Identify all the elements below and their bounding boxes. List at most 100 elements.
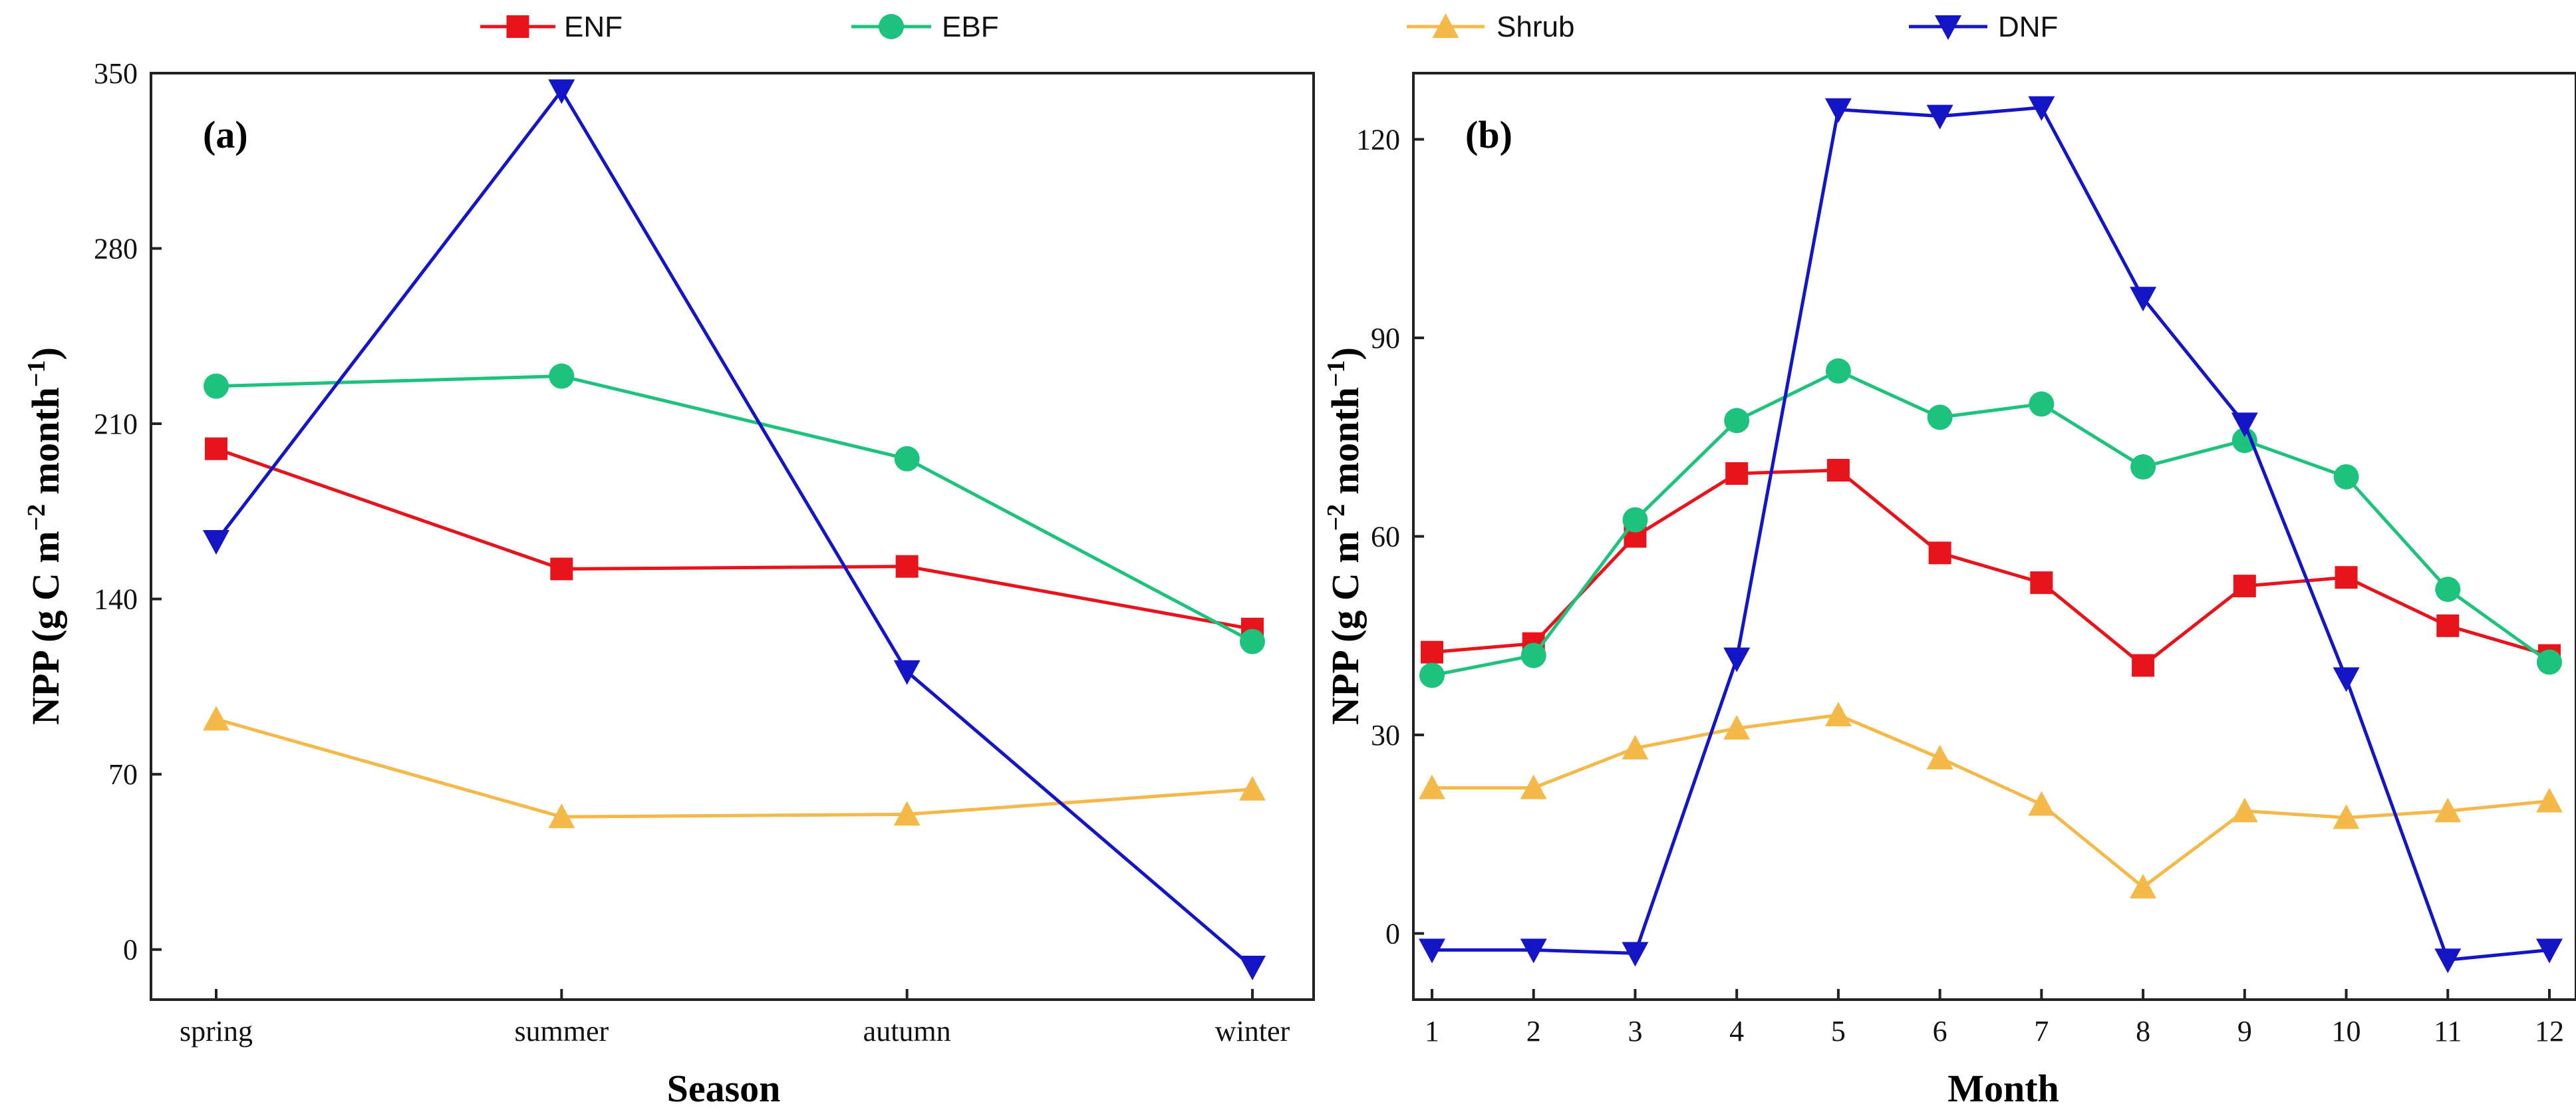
x-tick-label: 1 <box>1425 1015 1439 1048</box>
data-point-shrub <box>2536 787 2563 813</box>
data-point-shrub <box>2130 873 2157 899</box>
data-point-enf <box>205 437 227 460</box>
data-point-ebf <box>2231 428 2257 454</box>
series-shrub <box>1419 702 2563 899</box>
legend-marker-shrub <box>1432 13 1459 38</box>
data-point-ebf <box>1419 662 1445 688</box>
x-tick-label: 4 <box>1729 1015 1744 1048</box>
series-line-shrub <box>215 717 1253 819</box>
x-axis-title-a: Season <box>667 1067 781 1110</box>
data-point-enf <box>2335 566 2358 589</box>
series-layer-a <box>203 79 1266 981</box>
legend-marker-ebf <box>879 14 904 39</box>
series-enf <box>1421 459 2561 677</box>
y-tick-label: 120 <box>1356 124 1400 156</box>
y-tick-label: 210 <box>94 408 138 440</box>
data-point-dnf <box>2028 96 2055 121</box>
legend: ENF EBF Shrub DNF <box>480 11 2058 43</box>
legend-label: Shrub <box>1497 11 1574 43</box>
data-point-dnf <box>1419 938 1445 964</box>
plot-frame-a <box>150 72 1315 1001</box>
data-point-shrub <box>1622 734 1649 760</box>
data-point-shrub <box>1824 702 1852 727</box>
data-point-ebf <box>2435 577 2461 603</box>
x-tick-label: 11 <box>2434 1015 2462 1048</box>
y-tick-label: 60 <box>1371 521 1400 553</box>
axis-ticks-a: 0 70 140 210 280 350 spring summer autumn winter <box>94 57 1290 1048</box>
data-point-shrub <box>2333 804 2360 829</box>
legend-item-ebf: EBF <box>851 11 999 43</box>
series-line-ebf <box>215 374 1254 643</box>
legend-item-shrub: Shrub <box>1407 11 1574 43</box>
data-point-shrub <box>1723 715 1751 740</box>
data-point-ebf <box>1622 507 1648 533</box>
panel-label-b: (b) <box>1465 113 1512 156</box>
series-layer-b <box>1419 96 2563 974</box>
x-tick-label: 9 <box>2237 1015 2252 1048</box>
x-tick-label: 8 <box>2136 1015 2150 1048</box>
data-point-dnf <box>1723 647 1751 672</box>
x-tick-label: 3 <box>1628 1015 1642 1048</box>
data-point-dnf <box>1622 942 1649 967</box>
x-tick-label: winter <box>1215 1015 1290 1048</box>
series-dnf <box>203 79 1266 981</box>
series-line-dnf <box>215 88 1254 968</box>
data-point-dnf <box>1520 938 1547 964</box>
data-point-enf <box>2233 575 2256 598</box>
data-point-ebf <box>2537 649 2562 675</box>
data-point-ebf <box>549 363 575 389</box>
panel-label-a: (a) <box>203 113 248 156</box>
x-tick-label: 5 <box>1831 1015 1846 1048</box>
x-tick-label: 7 <box>2034 1015 2049 1048</box>
series-dnf <box>1419 96 2563 974</box>
y-tick-label: 280 <box>94 233 138 265</box>
data-point-enf <box>2030 571 2053 595</box>
data-point-shrub <box>548 803 575 829</box>
data-point-dnf <box>1824 98 1852 123</box>
data-point-dnf <box>2231 412 2258 438</box>
data-point-dnf <box>2130 287 2157 312</box>
data-point-enf <box>1725 462 1749 485</box>
x-tick-label: 10 <box>2332 1015 2361 1048</box>
x-tick-label: 12 <box>2535 1015 2564 1048</box>
data-point-enf <box>895 555 919 578</box>
data-point-dnf <box>2333 667 2360 692</box>
data-point-ebf <box>204 373 229 399</box>
data-point-shrub <box>2028 791 2055 816</box>
legend-marker-dnf <box>1935 15 1961 40</box>
data-point-ebf <box>1825 358 1851 384</box>
data-point-dnf <box>203 530 229 555</box>
data-point-enf <box>1421 640 1443 664</box>
series-ebf <box>204 363 1265 654</box>
data-point-enf <box>2436 614 2460 637</box>
series-line-enf <box>215 447 1253 631</box>
data-point-shrub <box>1520 774 1547 799</box>
y-tick-label: 0 <box>123 934 138 966</box>
y-tick-label: 30 <box>1371 719 1400 752</box>
x-axis-title-b: Month <box>1947 1067 2059 1110</box>
data-point-shrub <box>1239 775 1266 801</box>
x-tick-label: 6 <box>1933 1015 1947 1048</box>
y-tick-label: 140 <box>94 583 138 616</box>
legend-label: DNF <box>1998 11 2058 43</box>
data-point-ebf <box>894 446 920 472</box>
legend-label: ENF <box>564 11 623 43</box>
data-point-ebf <box>1520 642 1546 668</box>
data-point-ebf <box>2130 454 2156 480</box>
data-point-ebf <box>2333 464 2359 489</box>
data-point-shrub <box>203 706 229 731</box>
x-tick-label: 2 <box>1526 1015 1541 1048</box>
data-point-dnf <box>2434 948 2462 974</box>
data-point-shrub <box>2231 797 2258 823</box>
series-line-ebf <box>1431 369 2551 677</box>
y-tick-label: 90 <box>1371 322 1400 354</box>
series-line-enf <box>1431 468 2550 668</box>
series-shrub <box>203 706 1266 829</box>
data-point-dnf <box>893 660 921 685</box>
data-point-enf <box>550 557 573 581</box>
data-point-enf <box>1826 459 1850 482</box>
data-point-dnf <box>548 79 575 104</box>
